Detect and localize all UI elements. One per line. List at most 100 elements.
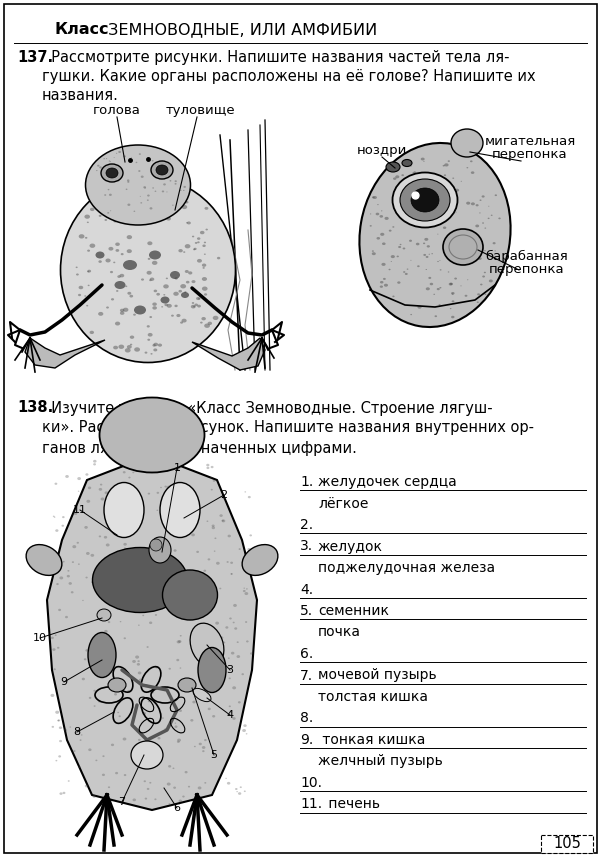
Ellipse shape <box>114 195 118 198</box>
Ellipse shape <box>233 621 234 623</box>
Ellipse shape <box>171 315 174 317</box>
Ellipse shape <box>160 487 162 488</box>
Ellipse shape <box>183 251 185 253</box>
Ellipse shape <box>87 271 89 273</box>
Ellipse shape <box>103 158 105 159</box>
Ellipse shape <box>96 170 97 171</box>
Ellipse shape <box>450 283 453 285</box>
Ellipse shape <box>415 194 416 195</box>
Ellipse shape <box>99 166 102 169</box>
Ellipse shape <box>171 717 174 720</box>
Ellipse shape <box>206 467 209 469</box>
Ellipse shape <box>175 510 178 512</box>
Text: Изучите таблицу «Класс Земноводные. Строение лягуш-
ки». Рассмотрите рисунок. На: Изучите таблицу «Класс Земноводные. Стро… <box>42 400 534 456</box>
Ellipse shape <box>212 526 215 529</box>
Text: 7: 7 <box>118 797 126 807</box>
Ellipse shape <box>57 720 59 722</box>
Ellipse shape <box>392 226 394 228</box>
Ellipse shape <box>121 207 127 211</box>
Ellipse shape <box>98 312 103 315</box>
Ellipse shape <box>123 738 126 740</box>
Ellipse shape <box>482 275 485 278</box>
Ellipse shape <box>87 249 90 252</box>
Ellipse shape <box>120 590 123 592</box>
Ellipse shape <box>238 792 241 794</box>
Ellipse shape <box>174 180 177 182</box>
Ellipse shape <box>110 271 113 273</box>
Ellipse shape <box>105 259 111 262</box>
Ellipse shape <box>138 625 139 626</box>
Ellipse shape <box>223 642 225 644</box>
Ellipse shape <box>248 548 251 551</box>
Ellipse shape <box>151 161 173 179</box>
Ellipse shape <box>91 581 93 584</box>
Ellipse shape <box>125 285 127 287</box>
Ellipse shape <box>170 271 180 279</box>
Ellipse shape <box>125 348 130 352</box>
Ellipse shape <box>93 690 96 692</box>
Ellipse shape <box>389 230 392 231</box>
Ellipse shape <box>101 164 123 182</box>
Ellipse shape <box>124 208 127 210</box>
Ellipse shape <box>243 590 246 592</box>
Ellipse shape <box>150 539 162 551</box>
Ellipse shape <box>444 203 447 206</box>
Ellipse shape <box>121 200 124 201</box>
Ellipse shape <box>211 488 213 490</box>
Ellipse shape <box>127 235 132 239</box>
Ellipse shape <box>480 284 483 285</box>
Ellipse shape <box>168 803 170 805</box>
Ellipse shape <box>149 537 171 563</box>
Bar <box>541 835 593 853</box>
Ellipse shape <box>61 177 236 363</box>
Ellipse shape <box>228 535 231 537</box>
Ellipse shape <box>152 188 154 189</box>
Ellipse shape <box>148 493 150 494</box>
Ellipse shape <box>102 201 105 202</box>
Ellipse shape <box>156 204 160 207</box>
Ellipse shape <box>58 755 61 758</box>
Ellipse shape <box>62 516 65 518</box>
Ellipse shape <box>105 647 107 648</box>
Ellipse shape <box>243 588 245 589</box>
Ellipse shape <box>450 308 451 309</box>
Ellipse shape <box>116 290 118 292</box>
Ellipse shape <box>127 291 131 295</box>
Ellipse shape <box>246 733 248 734</box>
Ellipse shape <box>147 788 150 790</box>
Ellipse shape <box>484 227 486 229</box>
Ellipse shape <box>235 788 237 790</box>
Ellipse shape <box>400 244 401 245</box>
Ellipse shape <box>230 561 233 564</box>
Ellipse shape <box>202 662 205 664</box>
Ellipse shape <box>430 283 433 285</box>
Ellipse shape <box>376 213 379 215</box>
Ellipse shape <box>155 666 158 668</box>
Ellipse shape <box>401 174 404 177</box>
Ellipse shape <box>138 739 141 741</box>
Ellipse shape <box>380 233 385 236</box>
Ellipse shape <box>451 129 483 157</box>
Ellipse shape <box>484 250 486 251</box>
Ellipse shape <box>228 657 230 659</box>
Ellipse shape <box>207 520 209 522</box>
Ellipse shape <box>454 237 459 240</box>
Ellipse shape <box>453 244 457 247</box>
Ellipse shape <box>238 701 241 704</box>
Ellipse shape <box>85 145 191 225</box>
Ellipse shape <box>197 305 201 308</box>
Ellipse shape <box>156 510 158 511</box>
Ellipse shape <box>229 617 232 620</box>
Text: 1.: 1. <box>300 475 313 489</box>
Ellipse shape <box>127 690 130 692</box>
Ellipse shape <box>173 787 176 788</box>
Ellipse shape <box>71 591 73 593</box>
Ellipse shape <box>120 274 124 278</box>
Ellipse shape <box>100 497 105 500</box>
Ellipse shape <box>121 680 124 681</box>
Ellipse shape <box>57 647 59 649</box>
Ellipse shape <box>178 800 182 802</box>
Ellipse shape <box>480 200 481 201</box>
Ellipse shape <box>114 192 118 195</box>
Ellipse shape <box>63 792 66 794</box>
